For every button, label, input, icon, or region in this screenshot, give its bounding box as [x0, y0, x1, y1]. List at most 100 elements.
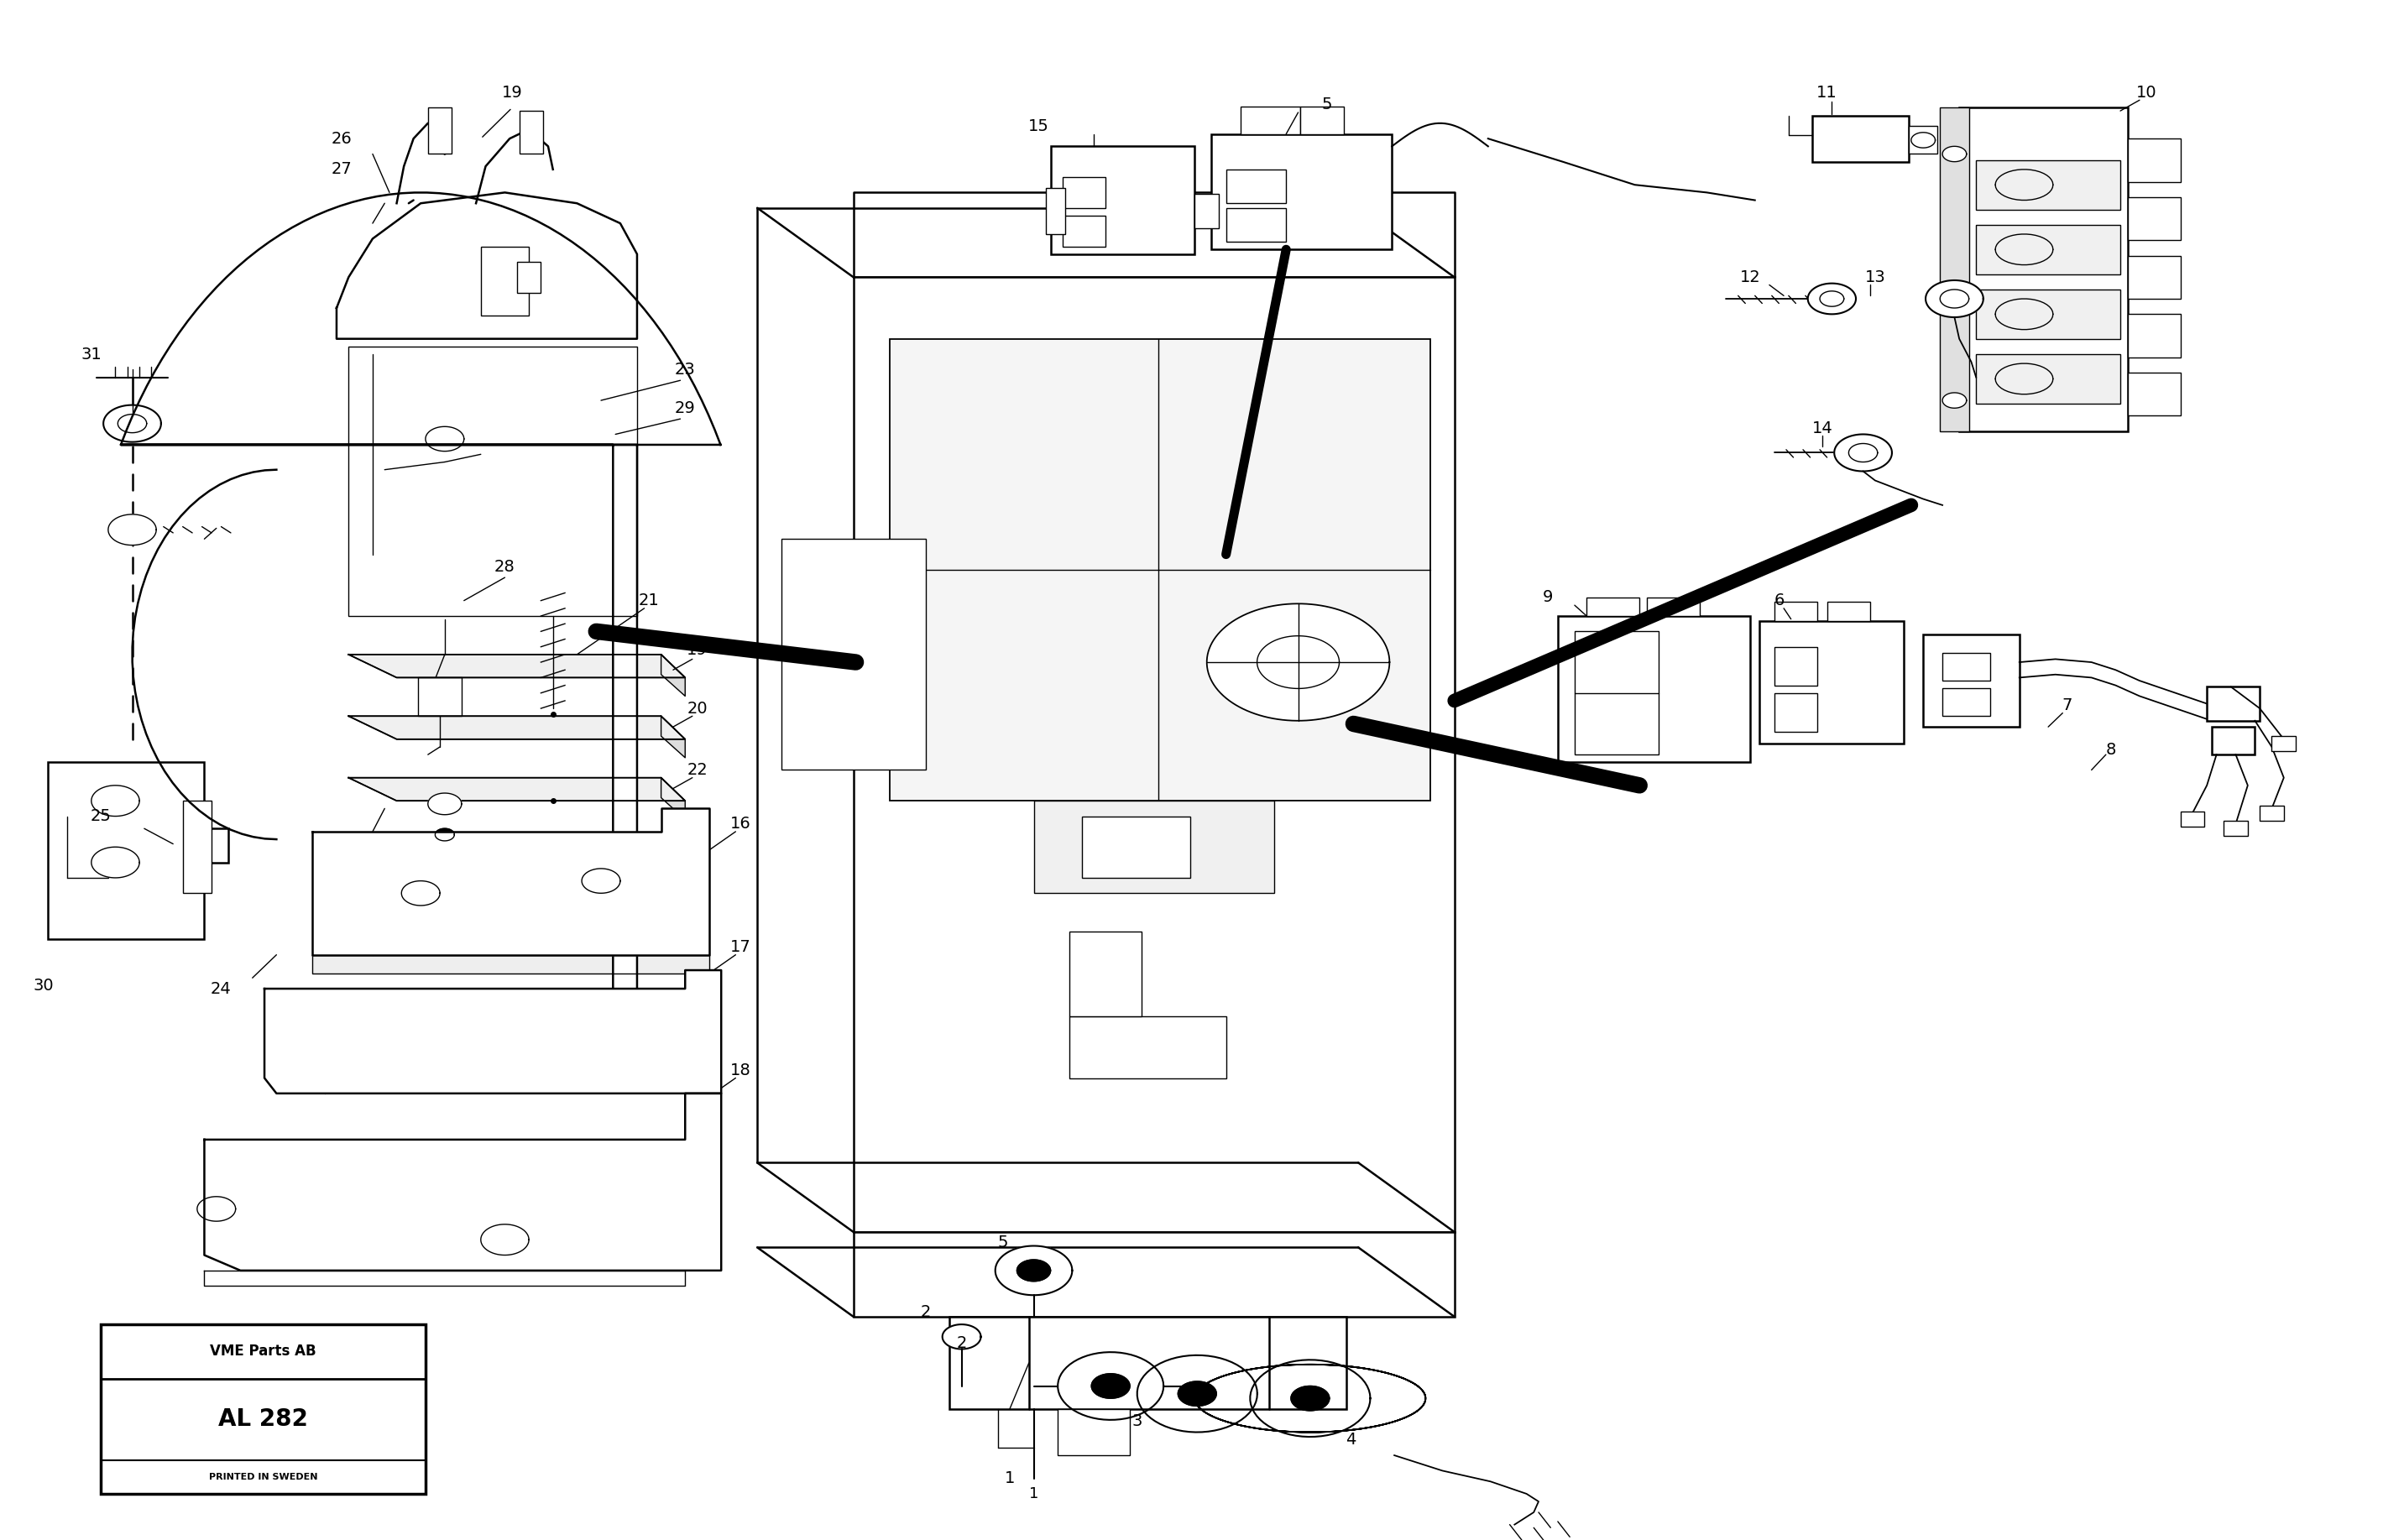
- Text: 19: 19: [688, 642, 707, 658]
- Text: 2: 2: [921, 1304, 930, 1320]
- Polygon shape: [349, 654, 685, 678]
- Text: 20: 20: [688, 701, 707, 716]
- Polygon shape: [428, 793, 462, 815]
- Polygon shape: [197, 1197, 236, 1221]
- Bar: [168, 829, 228, 862]
- Bar: [183, 801, 212, 893]
- Bar: [1575, 631, 1659, 755]
- Bar: [2128, 139, 2180, 182]
- Bar: [1774, 647, 1817, 685]
- Bar: [1558, 616, 1750, 762]
- Text: 7: 7: [2063, 698, 2072, 713]
- Text: 12: 12: [1740, 270, 1760, 285]
- Polygon shape: [1178, 1381, 1216, 1406]
- Polygon shape: [661, 654, 685, 696]
- Text: 9: 9: [1543, 590, 1553, 605]
- Bar: [2128, 197, 2180, 240]
- Bar: [2180, 812, 2204, 827]
- Polygon shape: [349, 778, 685, 801]
- Text: 22: 22: [688, 762, 707, 778]
- Bar: [1034, 801, 1274, 893]
- Bar: [421, 1140, 481, 1158]
- Polygon shape: [204, 1093, 721, 1270]
- Polygon shape: [349, 716, 685, 739]
- Bar: [1226, 169, 1286, 203]
- Polygon shape: [661, 778, 685, 819]
- Polygon shape: [481, 1224, 529, 1255]
- Bar: [950, 1317, 1346, 1409]
- Bar: [1942, 688, 1991, 716]
- Polygon shape: [118, 414, 147, 433]
- Polygon shape: [108, 514, 156, 545]
- Polygon shape: [1207, 604, 1390, 721]
- Text: PRINTED IN SWEDEN: PRINTED IN SWEDEN: [209, 1472, 317, 1481]
- Text: 14: 14: [1813, 420, 1832, 436]
- Bar: [1063, 216, 1106, 246]
- Bar: [2128, 373, 2180, 416]
- Text: 13: 13: [1866, 270, 1885, 285]
- Text: 28: 28: [495, 559, 514, 574]
- Text: 5: 5: [998, 1235, 1007, 1250]
- Polygon shape: [1291, 1386, 1329, 1411]
- Bar: [1301, 106, 1344, 134]
- Polygon shape: [91, 785, 139, 816]
- Text: 8: 8: [2106, 742, 2116, 758]
- Bar: [1063, 177, 1106, 208]
- Bar: [517, 262, 541, 293]
- Text: 27: 27: [332, 162, 351, 177]
- Text: 5: 5: [1322, 97, 1332, 112]
- Polygon shape: [1911, 132, 1935, 148]
- Polygon shape: [853, 192, 1454, 277]
- Polygon shape: [1834, 434, 1892, 471]
- Bar: [853, 1232, 1454, 1317]
- Text: VME Parts AB: VME Parts AB: [209, 1344, 317, 1360]
- Polygon shape: [204, 1270, 685, 1286]
- Bar: [1058, 1409, 1130, 1455]
- Polygon shape: [264, 970, 721, 1093]
- Bar: [2272, 736, 2296, 752]
- Text: 15: 15: [1029, 119, 1048, 134]
- Text: 1: 1: [1029, 1486, 1039, 1501]
- Polygon shape: [1091, 1374, 1130, 1398]
- Polygon shape: [1820, 291, 1844, 306]
- Bar: [853, 277, 1454, 1232]
- Bar: [1976, 290, 2120, 339]
- Bar: [1827, 602, 1870, 621]
- Text: 11: 11: [1817, 85, 1837, 100]
- Bar: [1212, 134, 1392, 249]
- Text: 10: 10: [2137, 85, 2156, 100]
- Bar: [1942, 653, 1991, 681]
- Polygon shape: [426, 427, 464, 451]
- Bar: [1051, 146, 1195, 254]
- Bar: [1774, 693, 1817, 731]
- Polygon shape: [1942, 393, 1966, 408]
- Bar: [2260, 805, 2284, 821]
- Text: 18: 18: [731, 1063, 750, 1078]
- Bar: [1046, 188, 1065, 234]
- Bar: [101, 1324, 426, 1494]
- Text: 31: 31: [82, 346, 101, 362]
- Text: 1: 1: [1005, 1471, 1014, 1486]
- Polygon shape: [349, 654, 685, 678]
- Polygon shape: [313, 808, 709, 955]
- Text: 26: 26: [332, 131, 351, 146]
- Polygon shape: [942, 1324, 981, 1349]
- Bar: [1976, 225, 2120, 274]
- Bar: [418, 678, 462, 716]
- Polygon shape: [1257, 636, 1339, 688]
- Text: AL 282: AL 282: [219, 1408, 308, 1431]
- Text: 24: 24: [212, 981, 231, 996]
- Text: 17: 17: [731, 939, 750, 955]
- Polygon shape: [1808, 283, 1856, 314]
- Bar: [481, 246, 529, 316]
- Bar: [2224, 821, 2248, 836]
- Text: 3: 3: [1132, 1414, 1142, 1429]
- Bar: [889, 339, 1430, 801]
- Polygon shape: [120, 192, 721, 1047]
- Text: 19: 19: [502, 85, 522, 100]
- Polygon shape: [349, 778, 685, 801]
- Polygon shape: [1926, 280, 1983, 317]
- Text: 30: 30: [34, 978, 53, 993]
- Text: 16: 16: [731, 816, 750, 832]
- Bar: [1226, 208, 1286, 242]
